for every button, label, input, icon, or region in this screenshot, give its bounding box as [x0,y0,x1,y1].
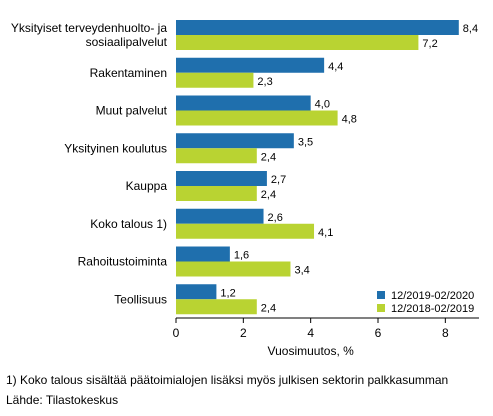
x-tick-label: 0 [173,326,180,340]
category-label-5: Koko talous 1) [90,217,167,231]
category-label-4: Kauppa [126,179,168,193]
x-tick-label: 6 [375,326,382,340]
value-label-series2-6: 3,4 [294,265,309,277]
legend-swatch-1 [377,291,385,299]
x-tick-label: 2 [240,326,247,340]
legend-label-1: 12/2019-02/2020 [391,290,474,302]
value-label-series1-6: 1,6 [234,250,249,262]
category-label-0: sosiaalipalvelut [86,35,168,49]
value-label-series1-1: 4,4 [328,61,343,73]
bar-series2-7 [176,299,257,315]
value-label-series1-4: 2,7 [271,174,286,186]
bar-series1-1 [176,57,325,73]
bar-series2-6 [176,261,291,277]
bar-series1-7 [176,284,217,300]
category-label-2: Muut palvelut [96,104,168,118]
value-label-series1-0: 8,4 [463,23,478,35]
category-labels: Yksityiset terveydenhuolto- jasosiaalipa… [11,21,168,306]
value-label-series2-1: 2,3 [257,76,272,88]
bar-series2-5 [176,223,315,239]
value-label-series2-0: 7,2 [422,38,437,50]
value-label-series2-7: 2,4 [261,302,276,314]
bar-chart: Yksityiset terveydenhuolto- jasosiaalipa… [11,20,479,358]
x-axis-title: Vuosimuutos, % [268,344,355,358]
value-label-series1-3: 3,5 [298,136,313,148]
footnote: 1) Koko talous sisältää päätoimialojen l… [6,373,449,387]
category-label-7: Teollisuus [114,292,167,306]
category-label-0: Yksityiset terveydenhuolto- ja [11,21,167,35]
value-label-series1-5: 2,6 [268,212,283,224]
bars-group [176,20,459,315]
value-label-series2-4: 2,4 [261,189,276,201]
x-tick-label: 8 [442,326,449,340]
bar-series2-2 [176,110,338,126]
legend-swatch-2 [377,304,385,312]
value-label-series2-3: 2,4 [261,151,276,163]
bar-series1-6 [176,246,230,262]
value-label-series1-7: 1,2 [220,287,235,299]
bar-series1-5 [176,208,264,224]
source-note: Lähde: Tilastokeskus [6,393,119,407]
value-label-series2-5: 4,1 [318,227,333,239]
legend-label-2: 12/2018-02/2019 [391,303,474,315]
value-label-series1-2: 4,0 [315,99,330,111]
x-ticks: 0 2 4 6 8 [173,318,449,340]
category-label-3: Yksityinen koulutus [64,141,167,155]
category-label-6: Rahoitustoiminta [78,255,168,269]
bar-series2-4 [176,186,257,201]
value-label-series2-2: 4,8 [342,114,357,126]
bar-series2-3 [176,148,257,164]
bar-series1-2 [176,95,311,111]
value-labels: 8,4 7,2 4,4 2,3 4,0 4,8 3,5 2,4 2,7 2,4 2,6 4,1 1,6 3… [220,23,478,314]
bar-series1-0 [176,20,459,35]
x-tick-label: 4 [307,326,314,340]
category-label-1: Rakentaminen [90,66,167,80]
bar-series2-1 [176,72,254,88]
bar-series1-3 [176,133,294,149]
bar-series2-0 [176,35,419,50]
bar-series1-4 [176,171,267,186]
